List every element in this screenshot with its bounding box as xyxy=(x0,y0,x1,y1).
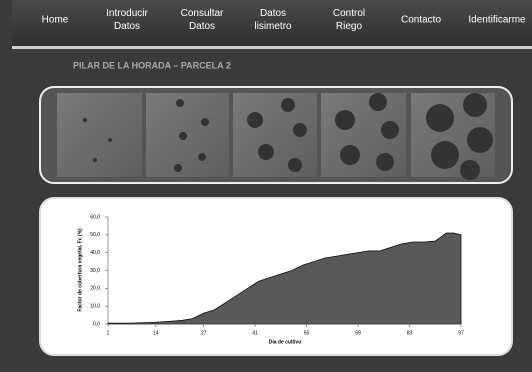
y-tick-label: 60,0 xyxy=(90,214,100,220)
y-axis-title: Factor de cobertura vegetal, Fc (%) xyxy=(77,228,83,312)
y-tick-label: 10,0 xyxy=(90,303,100,309)
nav-rim xyxy=(12,46,532,49)
nav-item[interactable]: Datos xyxy=(260,8,286,19)
page-title: PILAR DE LA HORADA – PARCELA 2 xyxy=(73,60,231,70)
x-tick-label: 14 xyxy=(153,330,159,336)
screen: Home Introducir Datos Consultar Datos Datos li… xyxy=(0,0,532,367)
thumbnail xyxy=(146,93,229,177)
x-tick-label: 41 xyxy=(252,330,258,336)
nav-item[interactable]: Control xyxy=(333,8,365,19)
nav-item[interactable]: Datos xyxy=(189,21,215,32)
x-tick-label: 83 xyxy=(407,330,413,336)
nav-item[interactable]: Consultar xyxy=(181,8,224,19)
page: Home Introducir Datos Consultar Datos Datos li… xyxy=(0,0,532,367)
x-tick-label: 97 xyxy=(458,330,464,336)
thumbnail xyxy=(57,93,142,177)
y-tick-label: 0,0 xyxy=(93,321,100,327)
nav-item[interactable]: Contacto xyxy=(401,15,441,26)
x-tick-label: 69 xyxy=(355,330,361,336)
thumbnails xyxy=(57,93,495,180)
y-tick-label: 20,0 xyxy=(90,286,100,292)
nav-item[interactable]: lisimetro xyxy=(254,21,292,32)
nav-item[interactable]: Home xyxy=(42,15,69,26)
x-tick-label: 1 xyxy=(107,330,110,336)
nav-item[interactable]: Identificarme xyxy=(468,15,526,26)
y-tick-label: 40,0 xyxy=(90,250,100,256)
x-tick-label: 55 xyxy=(304,330,310,336)
nav-item[interactable]: Riego xyxy=(336,21,363,32)
nav-item[interactable]: Datos xyxy=(114,21,140,32)
nav-item[interactable]: Introducir xyxy=(106,8,148,19)
x-axis-title: Día de cultivo xyxy=(269,339,302,345)
y-tick-label: 50,0 xyxy=(90,232,100,238)
y-tick-label: 30,0 xyxy=(90,268,100,274)
x-tick-label: 27 xyxy=(201,330,207,336)
